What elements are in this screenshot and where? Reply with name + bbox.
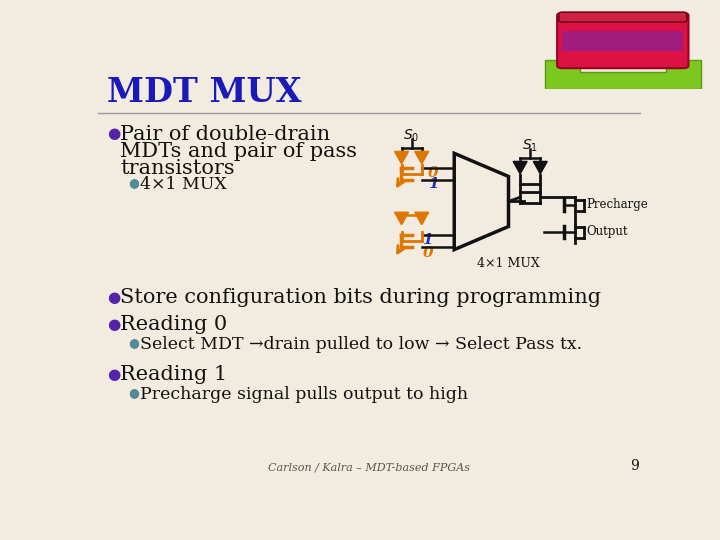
Text: Output: Output <box>587 225 629 238</box>
Text: Reading 0: Reading 0 <box>120 315 228 334</box>
Text: Precharge signal pulls output to high: Precharge signal pulls output to high <box>140 386 468 403</box>
Text: 4×1 MUX: 4×1 MUX <box>140 176 226 193</box>
Text: Store configuration bits during programming: Store configuration bits during programm… <box>120 288 601 307</box>
Text: 9: 9 <box>630 459 639 473</box>
Text: MDTs and pair of pass: MDTs and pair of pass <box>120 142 357 161</box>
Text: ●: ● <box>107 126 120 141</box>
Polygon shape <box>415 212 428 225</box>
Text: Select MDT →drain pulled to low → Select Pass tx.: Select MDT →drain pulled to low → Select… <box>140 336 582 353</box>
Polygon shape <box>395 212 408 225</box>
Polygon shape <box>454 153 508 249</box>
Text: 1: 1 <box>428 177 438 191</box>
Text: MDT MUX: MDT MUX <box>107 76 302 109</box>
Polygon shape <box>395 151 408 164</box>
Polygon shape <box>415 151 428 164</box>
Text: Pair of double-drain: Pair of double-drain <box>120 125 330 144</box>
FancyBboxPatch shape <box>562 30 683 51</box>
Polygon shape <box>545 60 701 89</box>
Text: ●: ● <box>107 289 120 305</box>
Text: $S_0$: $S_0$ <box>403 128 420 144</box>
Polygon shape <box>513 161 527 174</box>
Text: ●: ● <box>129 176 140 188</box>
Text: Precharge: Precharge <box>587 198 649 212</box>
Text: 4×1 MUX: 4×1 MUX <box>477 257 540 271</box>
Text: 1: 1 <box>423 233 433 247</box>
FancyBboxPatch shape <box>557 13 688 68</box>
Text: 0: 0 <box>428 166 438 180</box>
Text: Reading 1: Reading 1 <box>120 365 228 384</box>
Text: $S_1$: $S_1$ <box>522 138 539 154</box>
Text: ●: ● <box>107 367 120 382</box>
Text: transistors: transistors <box>120 159 235 178</box>
Polygon shape <box>534 161 547 174</box>
Text: ●: ● <box>107 316 120 332</box>
Text: ●: ● <box>129 386 140 399</box>
Text: Carlson / Kalra – MDT-based FPGAs: Carlson / Kalra – MDT-based FPGAs <box>268 463 470 473</box>
FancyBboxPatch shape <box>559 12 687 22</box>
Text: 0: 0 <box>423 246 433 260</box>
Text: ●: ● <box>129 336 140 349</box>
